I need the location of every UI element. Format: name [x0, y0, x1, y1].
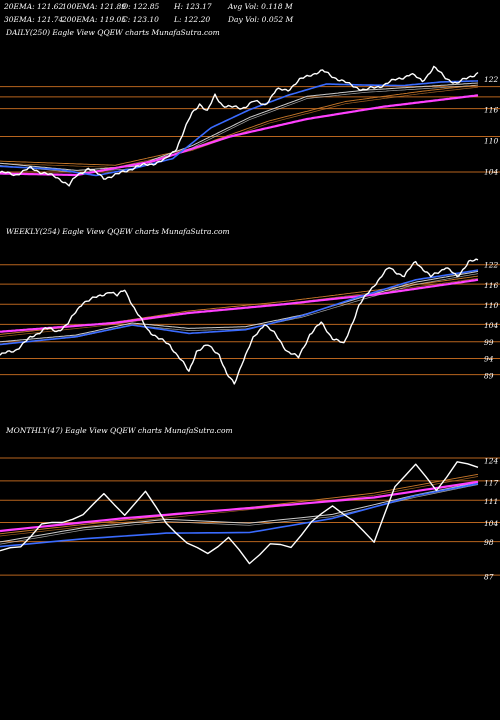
- series-ema-slow: [0, 480, 479, 533]
- ema20-readout: 20EMA: 121.62: [4, 2, 64, 11]
- y-tick-label: 87: [484, 572, 494, 581]
- y-tick-label: 110: [484, 301, 499, 310]
- y-tick-label: 111: [484, 497, 498, 506]
- y-tick-label: 110: [484, 137, 499, 146]
- avg-vol-readout: Avg Vol: 0.118 M: [228, 2, 293, 11]
- series-ema-mid-band: [0, 484, 479, 545]
- ema100-readout: 100EMA: 121.89: [62, 2, 127, 11]
- y-tick-label: 94: [484, 355, 494, 364]
- series-price: [0, 461, 479, 565]
- weekly-panel-label: WEEKLY(254) Eagle View QQEW charts Munaf…: [6, 227, 230, 236]
- series-ema-fast: [0, 482, 479, 548]
- series-ema-mid-band: [0, 84, 479, 173]
- y-tick-label: 122: [484, 75, 499, 84]
- monthly-panel-label: MONTHLY(47) Eagle View QQEW charts Munaf…: [6, 426, 233, 435]
- y-tick-label: 116: [484, 106, 499, 115]
- y-tick-label: 104: [484, 519, 499, 528]
- series-ema-mid: [0, 481, 479, 543]
- y-tick-label: 98: [484, 538, 494, 547]
- y-tick-label: 122: [484, 261, 499, 270]
- series-ema-slow: [0, 278, 479, 333]
- series-ema-long-band: [0, 476, 479, 537]
- weekly-chart: 122 116 110 104 99 94 89: [0, 258, 500, 385]
- series-price: [0, 65, 479, 187]
- y-tick-label: 99: [484, 338, 494, 347]
- daily-panel-label: DAILY(250) Eagle View QQEW charts Munafa…: [6, 28, 220, 37]
- series-ema-fast: [0, 80, 479, 177]
- series-ema-fast: [0, 269, 479, 346]
- series-ema-mid: [0, 82, 479, 171]
- monthly-chart: 124 117 111 104 98 87: [0, 457, 500, 581]
- series-ema-slow: [0, 94, 479, 177]
- ema30-readout: 30EMA: 121.74: [4, 15, 64, 24]
- close-readout: C: 123.10: [122, 15, 159, 24]
- series-ema-long-band: [0, 86, 479, 168]
- ema200-readout: 200EMA: 119.05: [62, 15, 127, 24]
- low-readout: L: 122.20: [174, 15, 211, 24]
- series-price: [0, 258, 479, 385]
- y-tick-label: 116: [484, 281, 499, 290]
- open-readout: O: 122.85: [122, 2, 160, 11]
- series-ema-mid: [0, 270, 479, 343]
- daily-chart: 122 116 110 104: [0, 65, 500, 187]
- y-tick-label: 104: [484, 167, 499, 176]
- y-tick-label: 104: [484, 321, 499, 330]
- y-tick-label: 124: [484, 457, 499, 466]
- y-tick-label: 117: [484, 478, 499, 487]
- day-vol-readout: Day Vol: 0.052 M: [228, 15, 294, 24]
- high-readout: H: 123.17: [174, 2, 212, 11]
- y-tick-label: 89: [484, 371, 494, 380]
- series-ema-long: [0, 84, 479, 166]
